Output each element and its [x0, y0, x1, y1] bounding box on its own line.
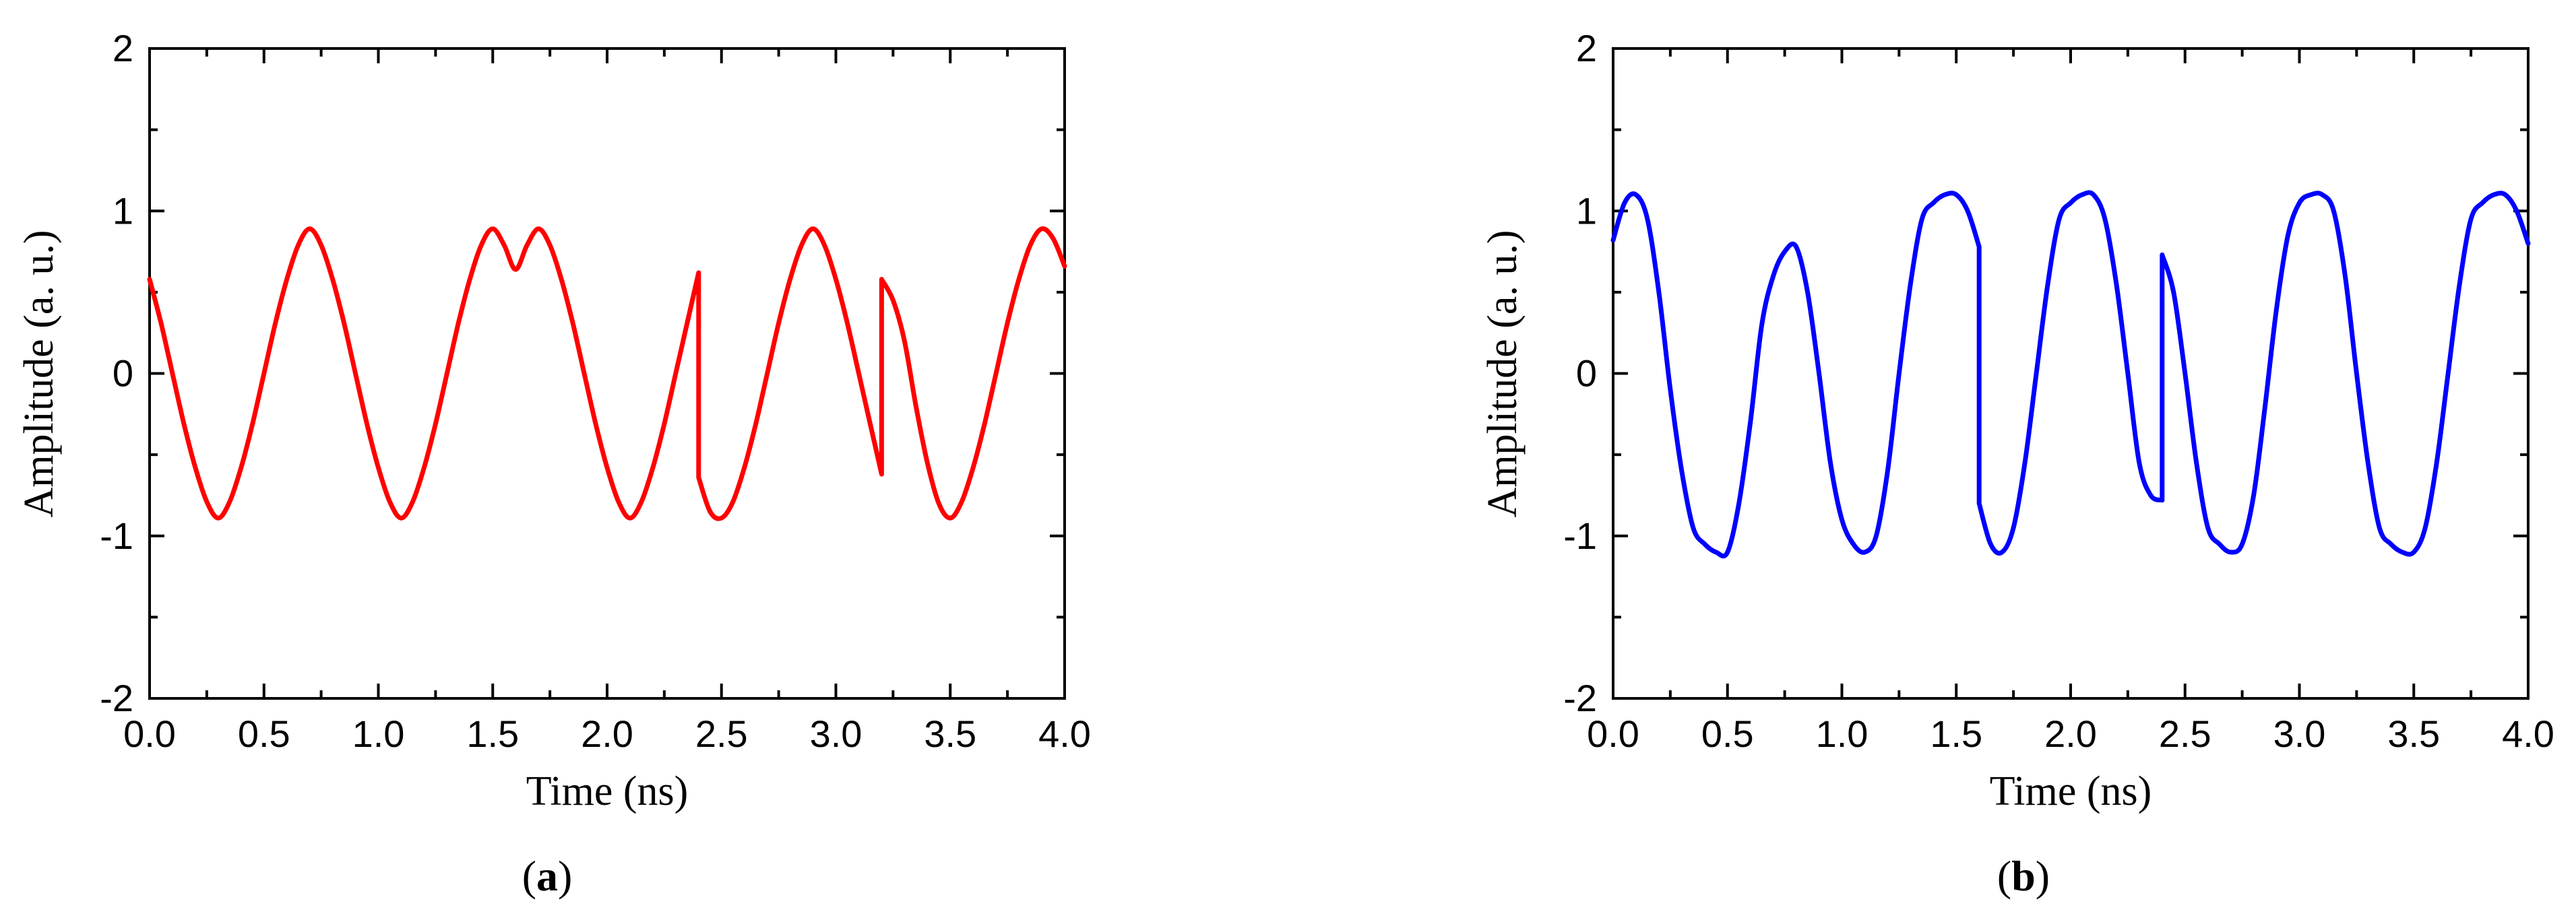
panel-a-plot-frame [148, 47, 1066, 700]
y-tick-label: 2 [1576, 27, 1597, 69]
y-tick-label: -2 [100, 677, 133, 719]
panel-a: -2 -1 0 1 2 0.0 0.5 1.0 1.5 2.0 2.5 3.0 3.5 4.0 Time… [16, 27, 1091, 900]
x-tick-label: 1.0 [1816, 713, 1868, 755]
panel-a-ticks [148, 47, 1066, 700]
panel-b-x-tick-labels: 0.0 0.5 1.0 1.5 2.0 2.5 3.0 3.5 4.0 [1587, 713, 2554, 755]
y-tick-label: 0 [113, 352, 133, 395]
panel-b-y-tick-labels: -2 -1 0 1 2 [1563, 27, 1597, 719]
x-tick-label: 0.0 [123, 713, 176, 755]
y-tick-label: -1 [1563, 515, 1597, 557]
x-tick-label: 0.5 [1701, 713, 1754, 755]
panel-b: -2 -1 0 1 2 0.0 0.5 1.0 1.5 2.0 2.5 3.0 3.5 4.0 Time… [1480, 27, 2554, 900]
x-tick-label: 4.0 [2502, 713, 2554, 755]
x-tick-label: 1.5 [1930, 713, 1982, 755]
y-tick-label: 2 [113, 27, 133, 69]
panel-b-plot-frame [1612, 47, 2530, 700]
y-tick-label: -2 [1563, 677, 1597, 719]
x-tick-label: 4.0 [1038, 713, 1091, 755]
x-tick-label: 1.0 [352, 713, 405, 755]
y-tick-label: 0 [1576, 352, 1597, 395]
panel-a-x-axis-label: Time (ns) [526, 768, 689, 814]
x-tick-label: 3.5 [2387, 713, 2440, 755]
panel-b-x-axis-label: Time (ns) [1990, 768, 2152, 814]
x-tick-label: 2.0 [2044, 713, 2097, 755]
x-tick-label: 2.5 [2159, 713, 2211, 755]
x-tick-label: 3.0 [2273, 713, 2326, 755]
panel-b-series-line [1610, 190, 2531, 559]
y-tick-label: -1 [100, 515, 133, 557]
panel-a-x-tick-labels: 0.0 0.5 1.0 1.5 2.0 2.5 3.0 3.5 4.0 [123, 713, 1091, 755]
x-tick-label: 3.0 [810, 713, 862, 755]
panel-a-y-tick-labels: -2 -1 0 1 2 [100, 27, 133, 719]
panel-a-series-line [147, 226, 1067, 521]
x-tick-label: 2.5 [695, 713, 748, 755]
x-tick-label: 1.5 [466, 713, 519, 755]
panel-b-ticks [1612, 47, 2530, 700]
panel-a-label: (a) [522, 852, 573, 900]
panel-b-y-axis-label: Amplitude (a. u.) [1480, 230, 1526, 517]
y-tick-label: 1 [1576, 189, 1597, 232]
y-tick-label: 1 [113, 189, 133, 232]
panel-b-label: (b) [1997, 852, 2050, 900]
x-tick-label: 2.0 [581, 713, 633, 755]
panel-a-y-axis-label: Amplitude (a. u.) [16, 230, 62, 517]
x-tick-label: 0.5 [238, 713, 290, 755]
x-tick-label: 3.5 [924, 713, 976, 755]
x-tick-label: 0.0 [1587, 713, 1639, 755]
